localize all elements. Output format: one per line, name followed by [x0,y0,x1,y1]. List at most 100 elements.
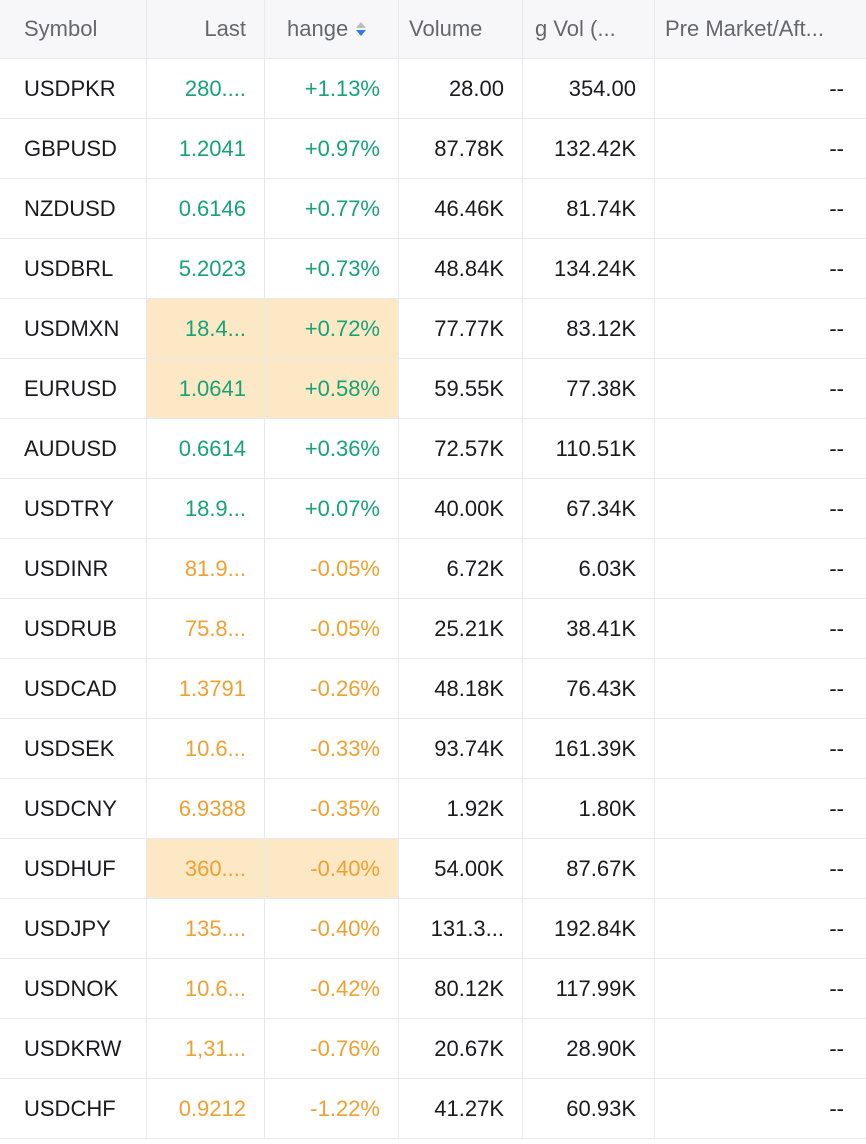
pre-market-text: -- [829,75,844,101]
sort-icon[interactable] [356,22,367,36]
column-header-avg-vol[interactable]: g Vol (... [523,0,655,58]
volume-cell: 40.00K [399,479,523,538]
pre-market-cell: -- [655,59,866,118]
table-body: USDPKR 280.... +1.13% 28.00 354.00 -- GBPUSD 1.… [0,59,866,1139]
pre-market-cell: -- [655,599,866,658]
pre-market-cell: -- [655,179,866,238]
symbol-cell[interactable]: GBPUSD [0,119,147,178]
symbol-text: AUDUSD [24,435,117,461]
last-price-text: 280.... [184,75,246,101]
symbol-cell[interactable]: USDSEK [0,719,147,778]
table-row[interactable]: USDCAD 1.3791 -0.26% 48.18K 76.43K -- [0,659,866,719]
table-row[interactable]: USDNOK 10.6... -0.42% 80.12K 117.99K -- [0,959,866,1019]
table-row[interactable]: USDPKR 280.... +1.13% 28.00 354.00 -- [0,59,866,119]
table-row[interactable]: GBPUSD 1.2041 +0.97% 87.78K 132.42K -- [0,119,866,179]
symbol-text: USDKRW [24,1035,122,1061]
last-price-cell: 5.2023 [147,239,265,298]
pre-market-cell: -- [655,119,866,178]
symbol-cell[interactable]: USDJPY [0,899,147,958]
table-row[interactable]: USDBRL 5.2023 +0.73% 48.84K 134.24K -- [0,239,866,299]
last-price-text: 5.2023 [178,255,246,281]
symbol-cell[interactable]: USDBRL [0,239,147,298]
table-row[interactable]: USDRUB 75.8... -0.05% 25.21K 38.41K -- [0,599,866,659]
pre-market-cell: -- [655,899,866,958]
symbol-cell[interactable]: USDCNY [0,779,147,838]
column-header-volume[interactable]: Volume [399,0,523,58]
change-cell: -0.35% [265,779,399,838]
change-cell: +0.77% [265,179,399,238]
change-text: -0.05% [310,615,380,641]
table-row[interactable]: USDCNY 6.9388 -0.35% 1.92K 1.80K -- [0,779,866,839]
volume-cell: 80.12K [399,959,523,1018]
symbol-text: USDJPY [24,915,111,941]
symbol-cell[interactable]: USDKRW [0,1019,147,1078]
table-row[interactable]: USDMXN 18.4... +0.72% 77.77K 83.12K -- [0,299,866,359]
volume-cell: 28.00 [399,59,523,118]
table-row[interactable]: USDCHF 0.9212 -1.22% 41.27K 60.93K -- [0,1079,866,1139]
last-price-text: 135.... [184,915,246,941]
change-cell: +0.97% [265,119,399,178]
avg-vol-text: 81.74K [566,195,636,221]
avg-vol-text: 67.34K [566,495,636,521]
symbol-text: USDHUF [24,855,116,881]
avg-vol-cell: 76.43K [523,659,655,718]
symbol-cell[interactable]: USDCAD [0,659,147,718]
pre-market-cell: -- [655,299,866,358]
pre-market-text: -- [829,1035,844,1061]
table-row[interactable]: USDKRW 1,31... -0.76% 20.67K 28.90K -- [0,1019,866,1079]
symbol-cell[interactable]: USDPKR [0,59,147,118]
volume-text: 54.00K [434,855,504,881]
column-header-change[interactable]: hange [265,0,399,58]
symbol-cell[interactable]: USDMXN [0,299,147,358]
last-price-cell: 1.3791 [147,659,265,718]
symbol-cell[interactable]: NZDUSD [0,179,147,238]
last-price-text: 0.9212 [178,1095,246,1121]
table-row[interactable]: USDSEK 10.6... -0.33% 93.74K 161.39K -- [0,719,866,779]
volume-text: 41.27K [434,1095,504,1121]
change-cell: +0.73% [265,239,399,298]
change-text: +0.97% [304,135,380,161]
table-row[interactable]: USDJPY 135.... -0.40% 131.3... 192.84K -- [0,899,866,959]
table-row[interactable]: USDINR 81.9... -0.05% 6.72K 6.03K -- [0,539,866,599]
volume-text: 40.00K [434,495,504,521]
table-row[interactable]: AUDUSD 0.6614 +0.36% 72.57K 110.51K -- [0,419,866,479]
symbol-cell[interactable]: USDNOK [0,959,147,1018]
symbol-text: USDINR [24,555,109,581]
last-price-text: 1.0641 [178,375,246,401]
change-text: +0.73% [304,255,380,281]
symbol-cell[interactable]: USDCHF [0,1079,147,1138]
volume-text: 6.72K [446,555,505,581]
symbol-text: USDTRY [24,495,115,521]
table-row[interactable]: EURUSD 1.0641 +0.58% 59.55K 77.38K -- [0,359,866,419]
volume-cell: 1.92K [399,779,523,838]
avg-vol-text: 192.84K [554,915,636,941]
symbol-cell[interactable]: USDRUB [0,599,147,658]
avg-vol-cell: 38.41K [523,599,655,658]
volume-cell: 93.74K [399,719,523,778]
pre-market-text: -- [829,495,844,521]
last-price-text: 10.6... [184,975,246,1001]
last-price-text: 1,31... [184,1035,246,1061]
table-row[interactable]: USDHUF 360.... -0.40% 54.00K 87.67K -- [0,839,866,899]
avg-vol-text: 77.38K [566,375,636,401]
change-cell: +0.07% [265,479,399,538]
column-header-pre-market[interactable]: Pre Market/Aft... [655,0,866,58]
last-price-cell: 75.8... [147,599,265,658]
change-text: -0.40% [310,855,380,881]
table-row[interactable]: USDTRY 18.9... +0.07% 40.00K 67.34K -- [0,479,866,539]
table-row[interactable]: NZDUSD 0.6146 +0.77% 46.46K 81.74K -- [0,179,866,239]
avg-vol-text: 110.51K [555,435,636,461]
avg-vol-cell: 192.84K [523,899,655,958]
volume-text: 77.77K [434,315,504,341]
change-cell: -0.42% [265,959,399,1018]
symbol-cell[interactable]: USDHUF [0,839,147,898]
symbol-cell[interactable]: USDINR [0,539,147,598]
symbol-text: EURUSD [24,375,117,401]
pre-market-cell: -- [655,959,866,1018]
symbol-cell[interactable]: AUDUSD [0,419,147,478]
symbol-cell[interactable]: USDTRY [0,479,147,538]
symbol-cell[interactable]: EURUSD [0,359,147,418]
column-header-symbol[interactable]: Symbol [0,0,147,58]
change-cell: -0.05% [265,539,399,598]
column-header-last[interactable]: Last [147,0,265,58]
